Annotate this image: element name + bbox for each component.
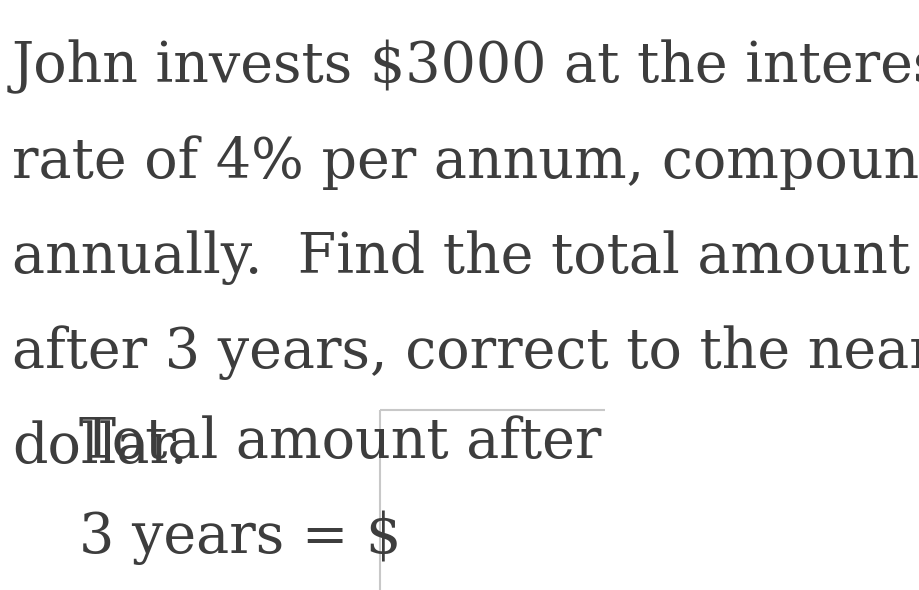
Text: after 3 years, correct to the nearest: after 3 years, correct to the nearest <box>12 325 919 380</box>
Text: Total amount after: Total amount after <box>79 415 601 470</box>
Text: John invests $3000 at the interest: John invests $3000 at the interest <box>12 40 919 95</box>
Text: 3 years = $: 3 years = $ <box>79 510 402 565</box>
Text: annually.  Find the total amount: annually. Find the total amount <box>12 230 909 285</box>
Text: rate of 4% per annum, compounded: rate of 4% per annum, compounded <box>12 135 919 190</box>
Text: dollar.: dollar. <box>12 420 187 475</box>
